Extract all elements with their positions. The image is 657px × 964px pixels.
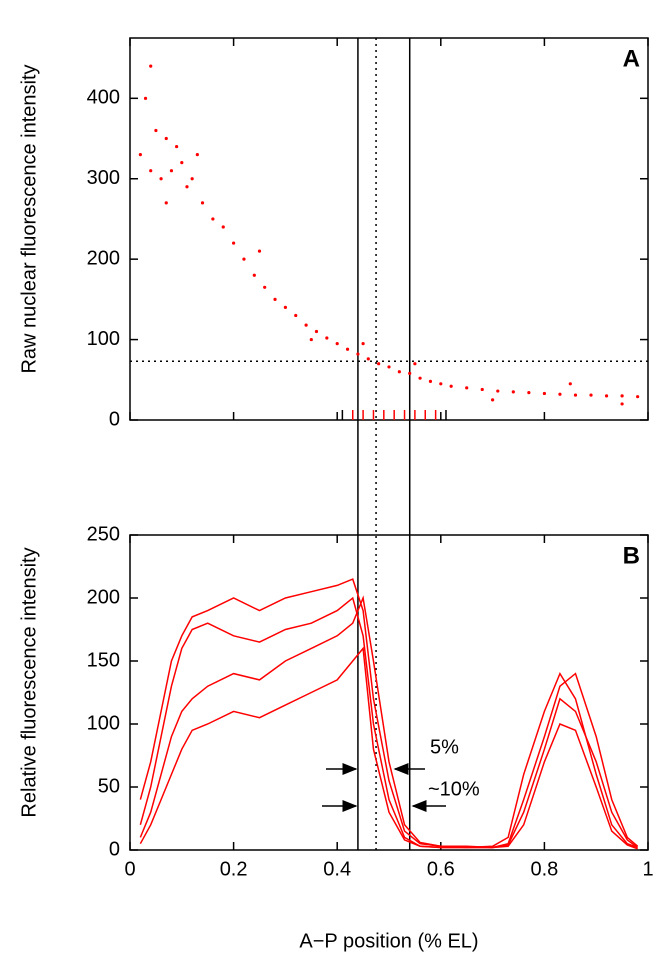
point bbox=[335, 342, 339, 346]
y-tick-label: 0 bbox=[109, 838, 120, 860]
point bbox=[387, 365, 391, 369]
y-tick-label: 200 bbox=[87, 586, 120, 608]
point bbox=[397, 370, 401, 374]
y-tick-label: 50 bbox=[98, 775, 120, 797]
x-tick-label: 0.8 bbox=[530, 858, 558, 880]
y-axis-label: Raw nuclear fluorescence intensity bbox=[18, 64, 40, 373]
point bbox=[149, 64, 153, 68]
point bbox=[345, 347, 350, 351]
point bbox=[413, 362, 417, 366]
plot-frame bbox=[129, 37, 649, 421]
point bbox=[620, 394, 624, 398]
point bbox=[314, 329, 319, 334]
annotation: ~10% bbox=[428, 778, 480, 800]
x-tick-label: 0.6 bbox=[427, 858, 455, 880]
profile-line bbox=[139, 646, 638, 850]
profile-line bbox=[139, 595, 639, 849]
point bbox=[200, 201, 205, 205]
point bbox=[149, 169, 153, 173]
plot-frame bbox=[129, 534, 649, 851]
point bbox=[465, 386, 469, 390]
point bbox=[542, 391, 547, 396]
point bbox=[573, 393, 578, 397]
point bbox=[428, 379, 433, 383]
point bbox=[511, 390, 515, 394]
y-tick-label: 250 bbox=[87, 523, 120, 545]
y-tick-label: 100 bbox=[87, 712, 120, 734]
point bbox=[143, 96, 148, 100]
point bbox=[154, 128, 158, 133]
point bbox=[449, 384, 453, 388]
point bbox=[491, 398, 495, 402]
point bbox=[138, 153, 142, 157]
point bbox=[636, 395, 640, 399]
point bbox=[257, 249, 262, 253]
point bbox=[159, 177, 163, 181]
point bbox=[496, 389, 500, 393]
point bbox=[589, 393, 593, 397]
point bbox=[175, 144, 179, 149]
arrows bbox=[322, 763, 446, 812]
point bbox=[366, 357, 370, 361]
y-tick-label: 100 bbox=[87, 328, 120, 350]
point bbox=[418, 376, 422, 380]
panel-label: A bbox=[623, 45, 640, 72]
point bbox=[185, 185, 189, 189]
point bbox=[294, 313, 298, 318]
point bbox=[169, 169, 174, 173]
point bbox=[604, 394, 609, 398]
panel-label: B bbox=[623, 542, 640, 569]
point bbox=[439, 382, 443, 386]
profile-line bbox=[139, 578, 639, 849]
point bbox=[377, 362, 381, 366]
point bbox=[356, 352, 360, 356]
y-tick-label: 200 bbox=[87, 247, 120, 269]
point bbox=[620, 402, 624, 406]
point bbox=[164, 136, 168, 141]
point bbox=[195, 153, 199, 157]
point bbox=[164, 201, 168, 205]
point bbox=[408, 371, 412, 375]
point bbox=[309, 337, 313, 342]
point bbox=[325, 336, 329, 340]
point bbox=[263, 285, 267, 289]
point bbox=[480, 387, 484, 392]
y-tick-label: 400 bbox=[87, 87, 120, 109]
point bbox=[190, 177, 194, 181]
y-tick-label: 300 bbox=[87, 167, 120, 189]
point bbox=[304, 323, 308, 327]
point bbox=[283, 305, 287, 310]
x-axis-label: A−P position (% EL) bbox=[299, 930, 478, 952]
point bbox=[221, 225, 225, 229]
point bbox=[232, 241, 236, 245]
point bbox=[242, 257, 246, 261]
x-tick-label: 0 bbox=[124, 858, 135, 880]
point bbox=[180, 161, 184, 165]
y-axis-label: Relative fluorescence intensity bbox=[18, 547, 40, 817]
point bbox=[211, 217, 215, 221]
x-tick-label: 0.4 bbox=[323, 858, 351, 880]
y-tick-label: 0 bbox=[109, 408, 120, 430]
annotation: 5% bbox=[430, 736, 459, 758]
point bbox=[558, 392, 562, 396]
point bbox=[527, 391, 531, 395]
x-tick-label: 0.2 bbox=[220, 858, 248, 880]
y-tick-label: 150 bbox=[87, 649, 120, 671]
point bbox=[252, 273, 256, 277]
x-tick-label: 1 bbox=[642, 858, 653, 880]
point bbox=[361, 342, 365, 346]
point bbox=[568, 382, 572, 386]
point bbox=[273, 297, 277, 301]
profile-line bbox=[139, 596, 638, 849]
